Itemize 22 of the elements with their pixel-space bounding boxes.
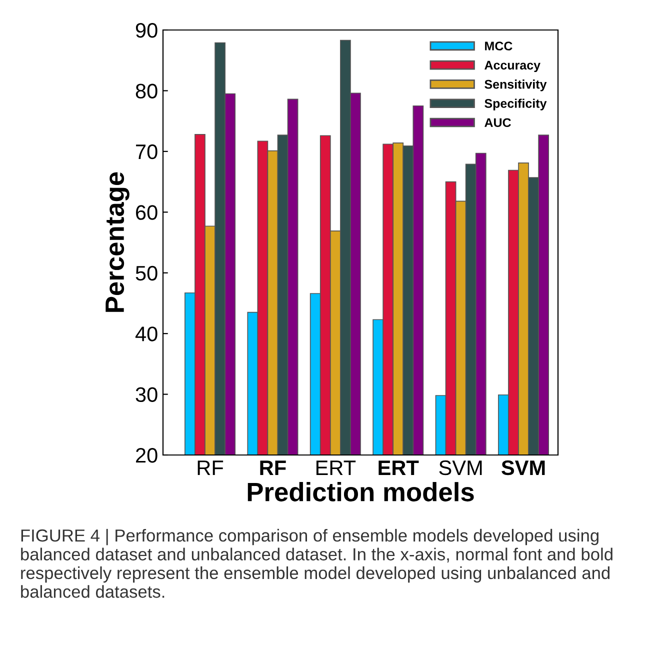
legend-label: AUC (484, 118, 511, 128)
x-axis-title: Prediction models (248, 482, 474, 502)
y-tick-label: 20 (136, 448, 158, 463)
x-tick-label: ERT (316, 460, 356, 475)
y-tick-label: 60 (136, 205, 158, 220)
y-tick-label: 90 (136, 23, 158, 38)
x-tick-label: SVM (439, 460, 482, 476)
x-tick-label: ERT (378, 460, 419, 475)
legend-label: Specificity (484, 98, 547, 110)
caption: FIGURE 4 | Performance comparison of ensemble models developed using balanced dataset and unbalanced dataset. In the x-axis, normal font and bold respectively represent the ensemble model developed using unbalanced and balanced datasets. (21, 528, 612, 598)
y-axis-title: Percentage (106, 172, 130, 312)
legend-label: Sensitivity (484, 80, 547, 92)
y-tick-label: 30 (136, 387, 158, 402)
x-tick-label: SVM (502, 460, 545, 476)
y-tick-label: 70 (136, 144, 158, 160)
x-tick-label: RF (260, 460, 286, 475)
x-tick-label: RF (198, 460, 224, 475)
legend-label: Accuracy (484, 60, 540, 72)
y-tick-label: 40 (135, 326, 158, 342)
y-tick-label: 80 (136, 84, 158, 98)
legend-label: MCC (485, 42, 512, 50)
y-tick-label: 50 (136, 266, 158, 281)
